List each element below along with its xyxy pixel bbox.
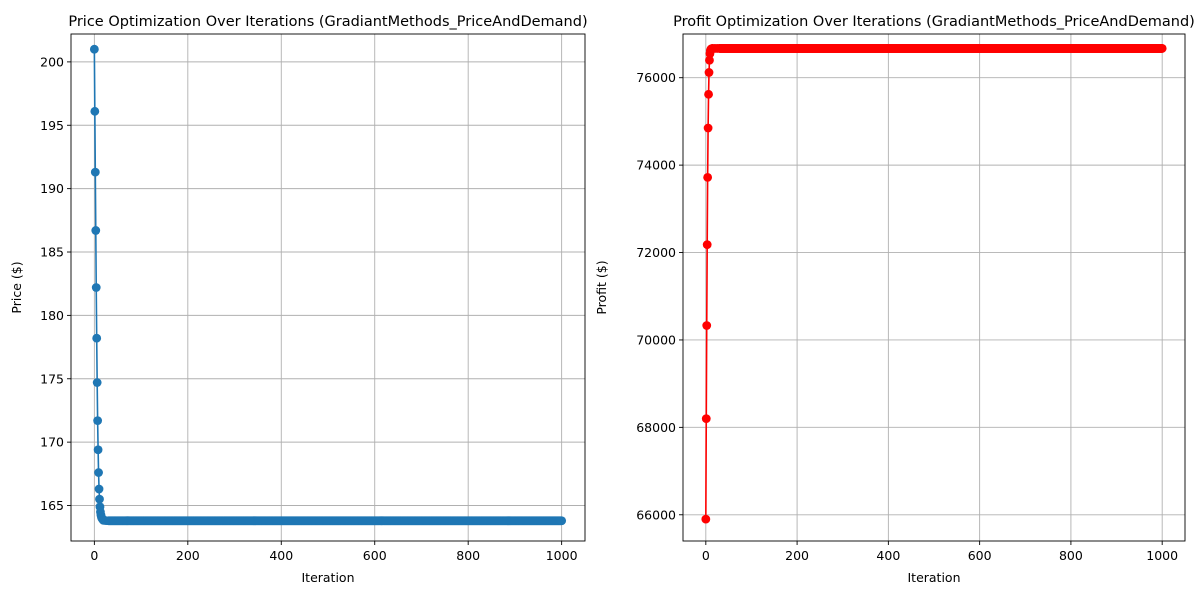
price-y-tick-label: 195 — [40, 118, 64, 133]
price-x-tick-label: 1000 — [546, 548, 578, 563]
price-data-point — [90, 167, 100, 177]
price-data-point — [92, 378, 102, 387]
price-data-point — [91, 283, 101, 292]
price-x-tick-label: 400 — [269, 548, 293, 563]
profit-data-point — [702, 321, 712, 330]
profit-data-point — [704, 68, 714, 77]
profit-data-point — [702, 240, 712, 250]
profit-y-tick-label: 72000 — [636, 245, 676, 260]
profit-x-tick-label: 800 — [1059, 548, 1083, 563]
price-y-tick-label: 185 — [40, 245, 64, 260]
price-x-tick-label: 800 — [456, 548, 480, 563]
price-y-tick-label: 165 — [40, 498, 64, 513]
price-data-point — [89, 44, 99, 54]
profit-chart-title: Profit Optimization Over Iterations (Gra… — [673, 14, 1195, 30]
price-data-point — [92, 333, 102, 343]
price-data-point — [95, 494, 104, 504]
price-x-tick-label: 0 — [90, 548, 98, 563]
profit-data-point — [703, 172, 713, 182]
price-y-tick-label: 200 — [40, 54, 64, 69]
profit-data-point — [701, 514, 711, 524]
profit-data-point — [1157, 44, 1167, 53]
price-y-axis-label: Price ($) — [9, 261, 24, 313]
price-data-point — [94, 484, 104, 494]
profit-x-axis-label: Iteration — [907, 570, 960, 585]
profit-x-tick-label: 1000 — [1146, 548, 1178, 563]
profit-y-tick-label: 76000 — [636, 70, 676, 85]
price-chart-title: Price Optimization Over Iterations (Grad… — [68, 14, 587, 30]
price-data-point — [90, 106, 100, 116]
price-y-tick-label: 180 — [40, 308, 64, 323]
price-x-axis-label: Iteration — [301, 570, 354, 585]
profit-x-tick-label: 0 — [702, 548, 710, 563]
price-data-point — [557, 516, 567, 526]
profit-data-point — [703, 123, 713, 133]
profit-data-point — [705, 55, 714, 65]
profit-y-tick-label: 74000 — [636, 158, 676, 173]
price-y-tick-label: 175 — [40, 371, 64, 386]
profit-x-tick-label: 200 — [785, 548, 809, 563]
profit-y-tick-label: 68000 — [636, 420, 676, 435]
price-x-tick-label: 600 — [363, 548, 387, 563]
price-data-point — [94, 468, 103, 477]
profit-subplot: 0 200 400 600 800 1000 66000 68000 70000 72000 740… — [594, 14, 1195, 585]
profit-y-tick-label: 66000 — [636, 507, 676, 522]
price-data-point — [91, 226, 101, 235]
profit-y-tick-label: 70000 — [636, 332, 676, 347]
price-x-tick-label: 200 — [176, 548, 200, 563]
profit-plot-frame — [682, 33, 1186, 542]
profit-x-tick-label: 600 — [968, 548, 992, 563]
price-data-point — [93, 445, 103, 455]
price-subplot: 0 200 400 600 800 1000 165 170 175 180 185 190 195 20… — [9, 33, 586, 585]
price-y-tick-label: 190 — [40, 181, 64, 196]
price-data-point — [93, 416, 103, 425]
profit-y-axis-label: Profit ($) — [594, 260, 609, 314]
profit-data-point — [701, 414, 711, 424]
profit-x-tick-label: 400 — [876, 548, 900, 563]
profit-data-point — [704, 89, 713, 99]
price-plot-frame — [70, 33, 586, 542]
price-y-tick-label: 170 — [40, 435, 64, 450]
